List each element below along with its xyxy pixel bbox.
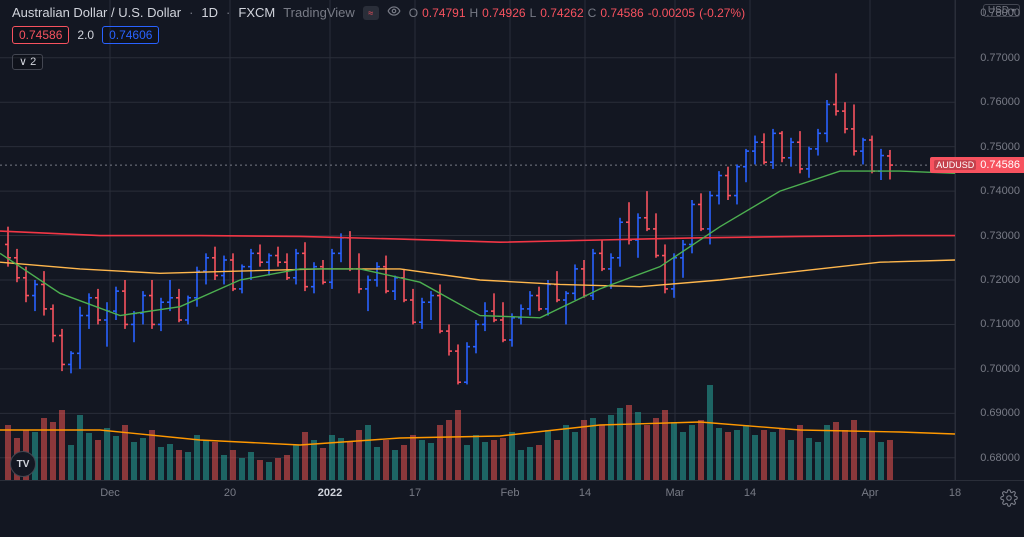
settings-gear-icon[interactable] [1000,489,1018,507]
x-axis-tick: 14 [744,487,756,499]
interval-label[interactable]: 1D [201,5,218,20]
y-axis-tick: 0.71000 [980,318,1020,330]
x-axis[interactable]: Dec 20 2022 17 Feb 14 Mar 14 Apr 18 [0,480,1024,537]
y-axis[interactable]: USD▾ 0.770000.760000.750000.740000.73000… [955,0,1024,480]
x-axis-tick: 2022 [318,487,342,499]
ohlc-display: O0.74791 H0.74926 L0.74262 C0.74586 -0.0… [409,6,745,20]
symbol-title[interactable]: Australian Dollar / U.S. Dollar [12,5,181,20]
y-axis-tick: 0.68000 [980,452,1020,464]
visibility-toggle[interactable] [387,4,401,21]
separator-dot: · [189,5,193,20]
broker-label[interactable]: FXCM [238,5,275,20]
chart-plot-area[interactable] [0,0,955,480]
x-axis-tick: 17 [409,487,421,499]
y-axis-tick: 0.75000 [980,141,1020,153]
x-axis-tick: Mar [666,487,685,499]
collapse-indicators-button[interactable]: ∨ 2 [12,54,43,70]
spread-value: 2.0 [77,28,94,42]
x-axis-tick: Dec [100,487,120,499]
separator-dot: · [226,5,230,20]
price-pills-row: 0.74586 2.0 0.74606 [12,26,159,44]
tradingview-logo[interactable]: TV [10,451,36,477]
chart-header: Australian Dollar / U.S. Dollar · 1D · F… [12,4,745,21]
x-axis-tick: Feb [501,487,520,499]
y-axis-tick: 0.77000 [980,52,1020,64]
y-axis-tick: 0.74000 [980,185,1020,197]
y-axis-tick: 0.76000 [980,96,1020,108]
y-axis-tick: 0.72000 [980,274,1020,286]
provider-label: TradingView [283,5,355,20]
y-tick-overflow: 0.78000 [980,7,1020,19]
indicators-row: ∨ 2 [12,52,43,70]
ask-price-pill[interactable]: 0.74606 [102,26,159,44]
x-axis-tick: 18 [949,487,961,499]
x-axis-tick: Apr [861,487,878,499]
y-axis-tick: 0.69000 [980,407,1020,419]
bid-price-pill[interactable]: 0.74586 [12,26,69,44]
compare-icon[interactable]: ≈ [363,6,379,20]
last-price-tag: AUDUSD 0.74586 [930,157,1024,173]
x-axis-tick: 20 [224,487,236,499]
x-axis-tick: 14 [579,487,591,499]
y-axis-tick: 0.73000 [980,230,1020,242]
y-axis-tick: 0.70000 [980,363,1020,375]
